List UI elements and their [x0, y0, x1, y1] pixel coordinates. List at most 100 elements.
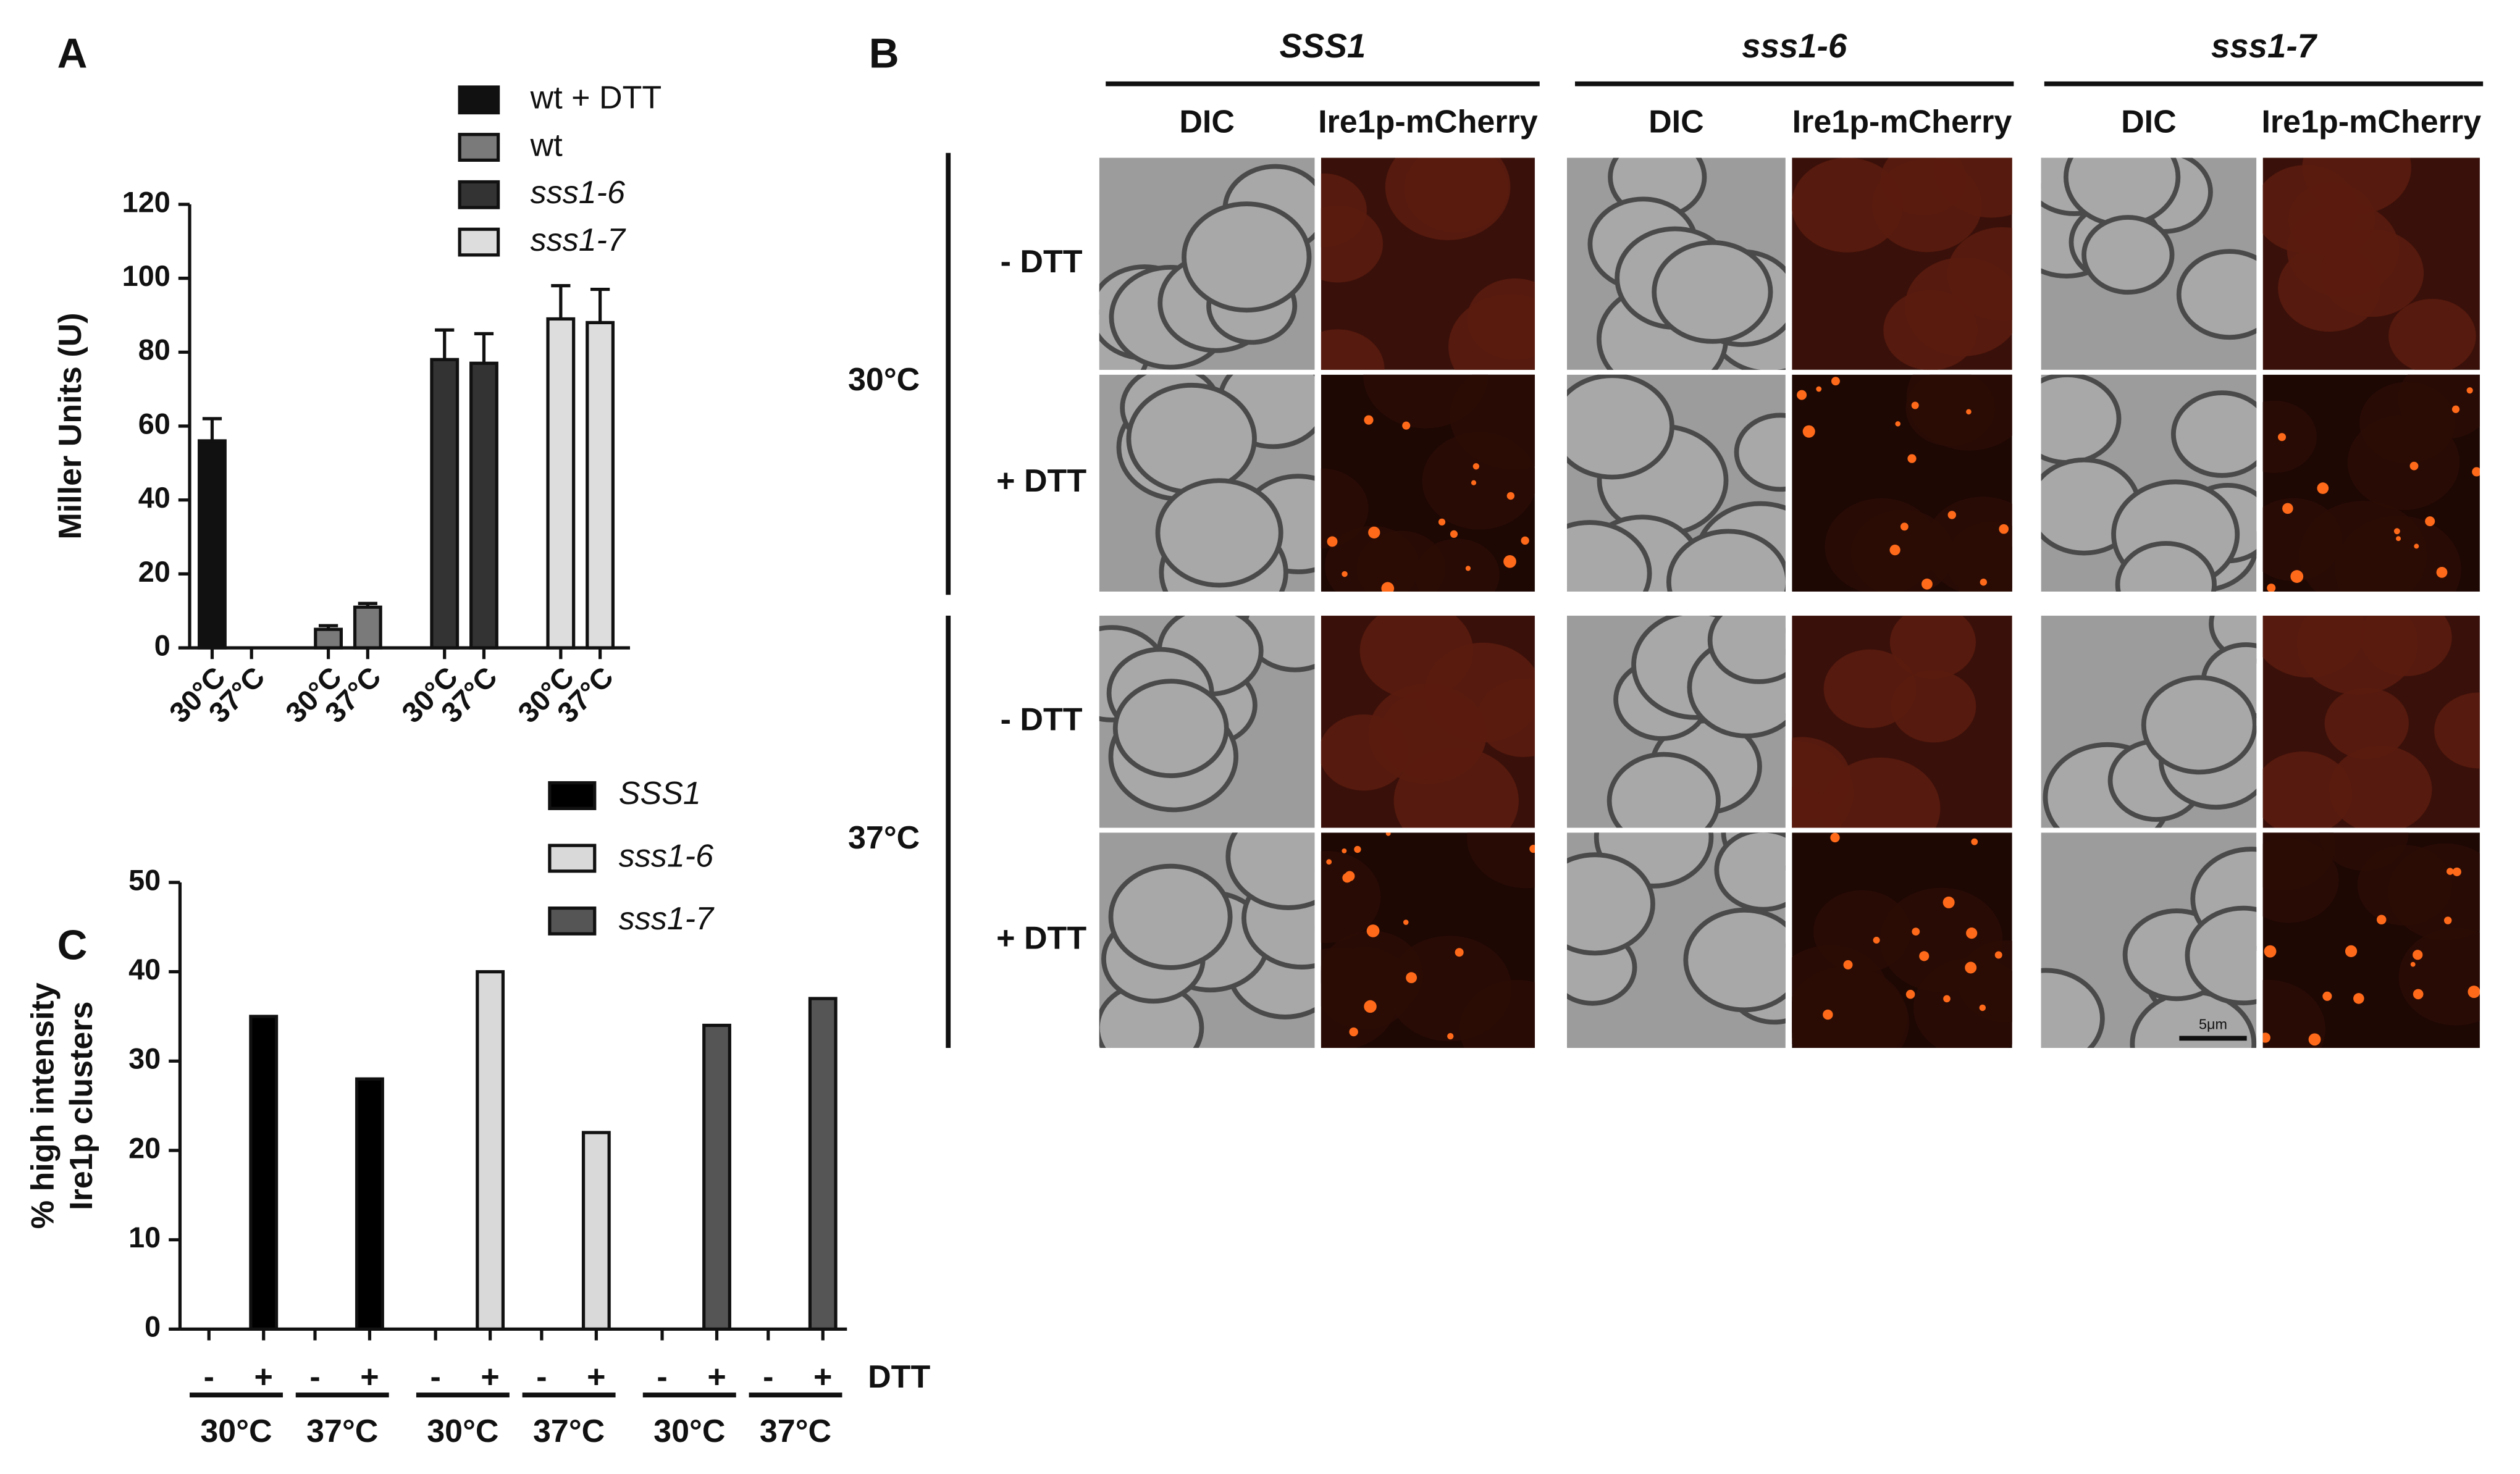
group-label: 37°C: [533, 1413, 605, 1449]
cluster: [2409, 461, 2419, 471]
y-tick-label: 10: [128, 1221, 161, 1254]
cell: [2320, 229, 2424, 317]
cell: [2434, 692, 2480, 769]
x-tick-label: +: [587, 1359, 605, 1395]
cluster: [1907, 454, 1917, 463]
x-tick-label: -: [763, 1359, 773, 1395]
cluster: [2452, 867, 2461, 876]
cluster: [1349, 1027, 1358, 1037]
cluster: [2413, 950, 2423, 960]
cell: [2185, 905, 2257, 1006]
bar: [586, 320, 615, 650]
x-tick-label: -: [309, 1359, 320, 1395]
cluster: [1947, 511, 1956, 519]
y-tick-label: 20: [138, 556, 170, 588]
cluster: [1980, 579, 1988, 586]
cluster: [2443, 916, 2452, 924]
cell: [1683, 907, 1786, 1013]
cluster: [2322, 991, 2332, 1001]
cluster: [2413, 989, 2424, 1000]
error-bar: [474, 332, 494, 364]
cell: [1225, 832, 1315, 910]
dic-image: [2041, 616, 2257, 828]
x-tick-label: -: [657, 1359, 667, 1395]
cluster: [2414, 543, 2419, 549]
cluster: [2410, 961, 2416, 967]
legend-label: wt + DTT: [530, 80, 662, 116]
x-tick-label: +: [254, 1359, 273, 1395]
legend-label: SSS1: [619, 776, 701, 811]
cluster: [2436, 566, 2448, 578]
temperature-label: 37°C: [848, 820, 920, 856]
cell: [1707, 616, 1786, 684]
legend-swatch: [458, 133, 500, 162]
cell: [1792, 787, 1841, 828]
cluster: [1966, 928, 1978, 939]
strain-label: sss1-7: [2211, 27, 2318, 65]
group-label: 37°C: [760, 1413, 831, 1449]
cluster: [2317, 482, 2329, 494]
cluster: [1364, 415, 1374, 425]
group-label: 37°C: [306, 1413, 378, 1449]
bar: [702, 1023, 731, 1331]
cell: [2398, 928, 2480, 1026]
x-tick-label: +: [360, 1359, 379, 1395]
y-tick-label: 80: [138, 334, 170, 366]
cell: [1905, 374, 1996, 446]
cluster: [1900, 522, 1909, 531]
fluorescence-image: [1792, 832, 2012, 1048]
cell: [2262, 837, 2339, 923]
bar: [430, 358, 460, 650]
cluster: [2282, 503, 2293, 514]
cell: [2176, 249, 2257, 340]
bar: [581, 1131, 611, 1331]
legend-swatch: [458, 180, 500, 209]
cluster: [2353, 993, 2364, 1004]
cell: [1566, 374, 1674, 480]
cell: [1321, 329, 1385, 370]
cell: [2041, 374, 2122, 465]
cell: [2115, 541, 2217, 592]
panel-label: A: [57, 30, 88, 77]
error-bar: [551, 283, 571, 319]
cell: [1126, 382, 1257, 495]
cluster: [2446, 868, 2454, 875]
dic-image: [1566, 157, 1786, 370]
bar: [355, 1077, 384, 1331]
cell: [2388, 298, 2476, 370]
fluorescence-image: [2262, 616, 2480, 828]
x-tick-label: +: [707, 1359, 726, 1395]
y-axis-label: % high intensity: [25, 982, 61, 1229]
cell: [2359, 382, 2456, 464]
cell: [1467, 832, 1535, 889]
cluster: [1797, 390, 1807, 400]
error-bar: [590, 287, 610, 323]
cluster: [1342, 571, 1348, 577]
cell: [1606, 752, 1721, 828]
fluorescence-image: [1321, 374, 1535, 592]
cluster: [1823, 1009, 1833, 1020]
cell: [1112, 679, 1229, 779]
cluster: [1381, 582, 1395, 592]
fluorescence-image: [2262, 157, 2480, 370]
cluster: [1971, 838, 1978, 845]
cluster: [1438, 518, 1446, 526]
cell: [2064, 157, 2181, 227]
cell: [1450, 374, 1535, 470]
legend-label: sss1-6: [619, 839, 713, 874]
bar: [808, 997, 838, 1331]
channel-label: Ire1p-mCherry: [1792, 104, 2012, 140]
cluster: [1368, 526, 1380, 538]
factor-label: DTT: [868, 1359, 930, 1395]
cluster: [1966, 409, 1972, 415]
channel-label: DIC: [2121, 104, 2177, 140]
cluster: [1895, 421, 1900, 427]
cluster: [2396, 536, 2401, 542]
cluster: [2264, 945, 2277, 958]
cluster: [1465, 566, 1471, 571]
cluster: [1943, 995, 1951, 1003]
cluster: [1327, 536, 1338, 547]
legend-swatch: [548, 907, 597, 936]
